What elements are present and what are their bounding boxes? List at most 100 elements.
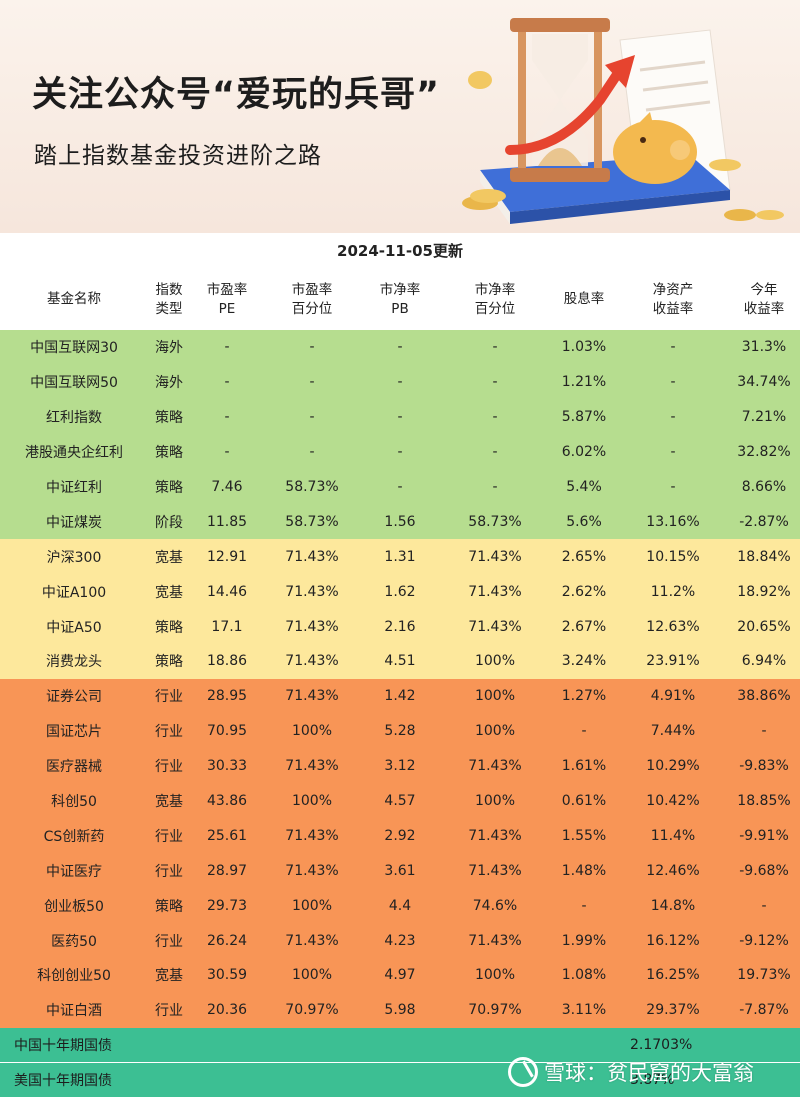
cell-pb: 4.51 [384,653,416,670]
fund-valuation-table: 2024-11-05更新 基金名称 指数 类型 市盈率 PE 市盈率 百分位 市… [0,233,800,1097]
bond-row-china: 中国十年期国债 2.1703% [0,1027,800,1062]
cell-ytd-return: 18.92% [737,583,791,600]
cell-pb-percentile: 100% [474,967,516,984]
cell-ytd-return: -2.87% [739,513,789,530]
bond-row-us: 美国十年期国债 3.87% [0,1062,800,1097]
cell-dividend-yield: 2.67% [561,618,607,635]
cell-pe-percentile: 58.73% [285,513,339,530]
cell-fund-name: 中国互联网50 [30,375,118,392]
cell-fund-name: 证券公司 [46,689,102,706]
header-fund-name: 基金名称 [47,291,101,307]
cell-pe-percentile: 100% [291,967,333,984]
cell-index-type: 行业 [155,689,183,706]
bond-value: 2.1703% [630,1036,693,1053]
cell-dividend-yield: 0.61% [561,793,607,810]
cell-pb-percentile: 100% [474,653,516,670]
cell-index-type: 宽基 [155,794,183,811]
cell-pb: 4.57 [384,793,416,810]
cell-fund-name: 创业板50 [44,898,104,915]
cell-pe: 12.91 [206,548,248,565]
cell-pb-percentile: 71.43% [468,618,522,635]
header-roe: 净资产 收益率 [652,281,694,317]
cell-ytd-return: 34.74% [737,374,791,391]
cell-pb: 4.97 [384,967,416,984]
cell-roe: 16.25% [646,967,700,984]
header-pb-percentile: 市净率 百分位 [474,281,516,317]
cell-pe: 70.95 [206,723,248,740]
header-banner: 关注公众号“爱玩的兵哥” 踏上指数基金投资进阶之路 [0,0,800,233]
cell-pe: 14.46 [206,583,248,600]
cell-pe: 11.85 [206,513,248,530]
cell-pe-percentile: 71.43% [285,862,339,879]
cell-fund-name: 红利指数 [46,410,102,427]
cell-fund-name: 中证A50 [46,619,102,636]
watermark-text: 雪球：贫民窟的大富翁 [544,1061,754,1085]
cell-pb: 5.98 [384,1002,416,1019]
table-row: 中国互联网30 海外 - - - - 1.03% - 31.3% [0,330,800,365]
cell-pb: - [397,479,403,495]
cell-pb: - [397,444,403,461]
cell-index-type: 行业 [155,759,183,776]
cell-fund-name: 消费龙头 [46,654,102,671]
cell-ytd-return: -9.91% [739,827,789,844]
cell-pe-percentile: 71.43% [285,653,339,670]
cell-ytd-return: -7.87% [739,1002,789,1019]
cell-roe: 4.91% [650,688,696,705]
cell-dividend-yield: 3.24% [561,653,607,670]
cell-pb-percentile: 71.43% [468,548,522,565]
cell-pb-percentile: 100% [474,688,516,705]
cell-fund-name: 中证煤炭 [46,514,102,531]
cell-dividend-yield: 2.65% [561,548,607,565]
cell-ytd-return: 31.3% [741,339,787,356]
cell-pb: 5.28 [384,723,416,740]
cell-index-type: 行业 [155,724,183,741]
cell-roe: - [670,444,676,461]
cell-fund-name: 国证芯片 [46,724,102,741]
cell-ytd-return: -9.12% [739,932,789,949]
cell-pe-percentile: 71.43% [285,827,339,844]
cell-pb: 2.16 [384,618,416,635]
xueqiu-watermark: 雪球：贫民窟的大富翁 [508,1057,754,1087]
header-dividend-yield: 股息率 [563,291,605,307]
cell-pb-percentile: 74.6% [472,897,518,914]
cell-index-type: 行业 [155,828,183,845]
table-row: 医疗器械 行业 30.33 71.43% 3.12 71.43% 1.61% 10.29% -9… [0,748,800,784]
cell-pb: 1.62 [384,583,416,600]
cell-index-type: 策略 [155,410,183,427]
cell-pe: 29.73 [206,897,248,914]
cell-dividend-yield: 3.11% [561,1002,607,1019]
cell-dividend-yield: 5.4% [566,479,602,495]
table-row: 中证A100 宽基 14.46 71.43% 1.62 71.43% 2.62% 11.2% 1… [0,574,800,610]
cell-dividend-yield: 5.6% [566,513,602,530]
cell-fund-name: 科创50 [51,794,97,811]
cell-roe: - [670,374,676,391]
cell-dividend-yield: 1.99% [561,932,607,949]
cell-pb: 3.61 [384,862,416,879]
cell-pb: - [397,339,403,356]
cell-roe: 11.4% [650,827,696,844]
cell-index-type: 行业 [155,933,183,950]
cell-ytd-return: 7.21% [741,409,787,426]
cell-pb: 4.23 [384,932,416,949]
banner-subtitle: 踏上指数基金投资进阶之路 [34,143,322,169]
cell-pb-percentile: 100% [474,723,516,740]
table-header: 基金名称 指数 类型 市盈率 PE 市盈率 百分位 市净率 PB 市净率 百分位… [0,269,800,330]
cell-dividend-yield: 6.02% [561,444,607,461]
cell-pb-percentile: 71.43% [468,583,522,600]
cell-pe-percentile: 71.43% [285,932,339,949]
table-row: 中证医疗 行业 28.97 71.43% 3.61 71.43% 1.48% 12.46% -9… [0,853,800,889]
cell-pe: 28.95 [206,688,248,705]
cell-pb-percentile: 58.73% [468,513,522,530]
cell-roe: 10.42% [646,793,700,810]
update-date: 2024-11-05更新 [0,233,800,269]
cell-pe-percentile: 71.43% [285,548,339,565]
cell-pe-percentile: 71.43% [285,688,339,705]
cell-dividend-yield: 1.08% [561,967,607,984]
bond-name: 美国十年期国债 [14,1072,112,1089]
header-pe: 市盈率 PE [206,281,248,317]
cell-ytd-return: -9.68% [739,862,789,879]
cell-index-type: 行业 [155,863,183,880]
cell-index-type: 宽基 [155,968,183,985]
cell-roe: 12.46% [646,862,700,879]
cell-index-type: 策略 [155,445,183,462]
